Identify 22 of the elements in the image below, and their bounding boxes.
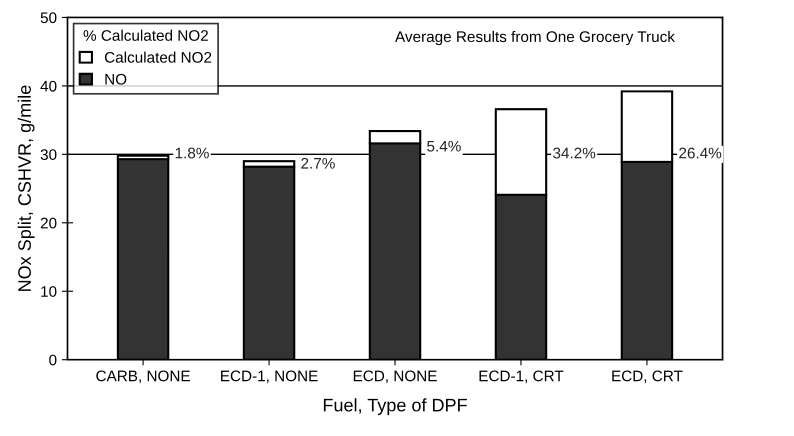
y-tick-label: 0 xyxy=(49,354,56,366)
y-tick-label: 40 xyxy=(40,80,56,92)
y-tick-label: 20 xyxy=(40,218,56,228)
annotation: Average Results from One Grocery Truck xyxy=(395,30,675,46)
annotation: 1.8% xyxy=(176,148,209,158)
y-tick-label: 30 xyxy=(40,149,56,160)
x-tick-label: ECD-1, CRT xyxy=(480,370,564,384)
annotation: 2.7% xyxy=(301,158,335,169)
y-tick-label: 50 xyxy=(40,12,56,24)
annotation: 26.4% xyxy=(679,148,722,158)
x-tick-label: ECD, CRT xyxy=(612,370,683,384)
annotation: 5.4% xyxy=(427,140,461,152)
legend-label: Calculated NO2 xyxy=(104,52,212,63)
legend-title: % Calculated NO2 xyxy=(84,30,208,41)
x-tick-label: ECD-1, NONE xyxy=(221,370,318,384)
x-axis-title: Fuel, Type of DPF xyxy=(324,398,467,416)
legend-label: NO xyxy=(105,74,126,85)
y-axis-title: NOx Split, CSHVR, g/mile xyxy=(18,86,35,291)
annotation: 34.2% xyxy=(553,148,596,158)
x-tick-label: ECD, NONE xyxy=(354,370,437,384)
x-tick-label: CARB, NONE xyxy=(96,370,190,384)
y-tick-label: 10 xyxy=(41,286,56,297)
